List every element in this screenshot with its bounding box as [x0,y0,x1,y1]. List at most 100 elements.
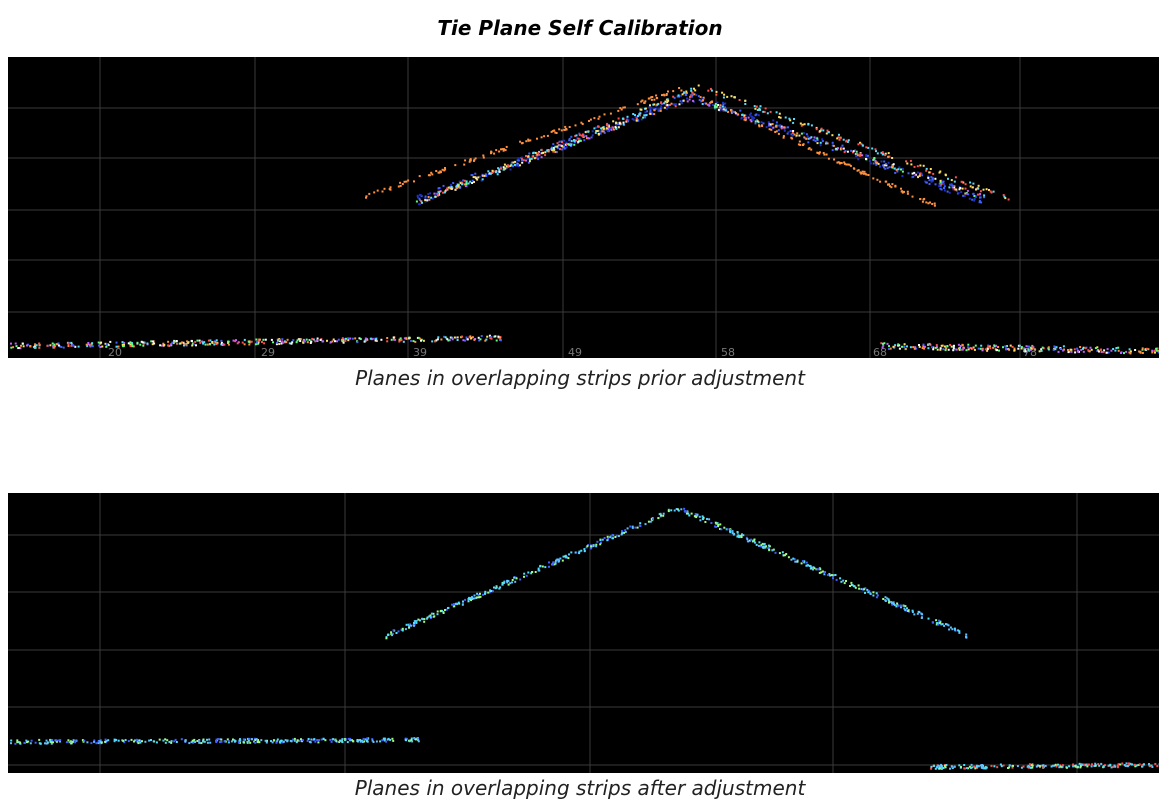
point [1136,764,1138,766]
point [1091,349,1093,351]
point [1014,349,1016,351]
point [737,113,739,115]
point [387,634,389,636]
point [425,196,427,198]
point [249,742,251,744]
point [977,187,979,189]
point [498,588,500,590]
point [612,127,614,129]
point [521,158,523,160]
point [137,342,139,344]
point [1134,764,1136,766]
point [903,605,905,607]
point [389,188,391,190]
point [486,336,488,338]
point [906,345,908,347]
point [683,508,685,510]
point [556,132,558,134]
point [379,740,381,742]
point [818,153,820,155]
point [493,587,495,589]
point [624,106,626,108]
point [792,122,794,124]
point [636,120,638,122]
point [667,104,669,106]
point [855,155,857,157]
point [514,161,516,163]
point [879,181,881,183]
point [706,518,708,520]
point [956,349,958,351]
point [489,589,491,591]
point [929,183,931,185]
point [472,336,474,338]
point [959,188,961,190]
point [953,347,955,349]
point [807,135,809,137]
point [276,342,278,344]
point [465,185,467,187]
point [525,155,527,157]
point [498,171,500,173]
point [840,581,842,583]
point [316,739,318,741]
point [90,344,92,346]
point [760,544,762,546]
point [958,192,960,194]
caption: Planes in overlapping strips after adjus… [355,776,807,800]
point [444,191,446,193]
point [417,619,419,621]
point [887,343,889,345]
point [577,138,579,140]
point [548,561,550,563]
point [965,637,967,639]
point [1000,764,1002,766]
point [646,110,648,112]
point [278,343,280,345]
point [146,343,148,345]
point [663,102,665,104]
point [618,535,620,537]
point [1021,346,1023,348]
point [623,532,625,534]
point [746,538,748,540]
point [473,339,475,341]
point [915,174,917,176]
point [720,528,722,530]
point [971,764,973,766]
point [951,628,953,630]
point [796,135,798,137]
point [765,107,767,109]
point [453,603,455,605]
point [961,181,963,183]
point [593,117,595,119]
point [368,193,370,195]
point [623,122,625,124]
point [932,621,934,623]
point [704,521,706,523]
point [387,739,389,741]
point [299,338,301,340]
point [209,742,211,744]
point [1103,766,1105,768]
point [561,149,563,151]
point [967,346,969,348]
point [606,124,608,126]
point [736,536,738,538]
point [123,342,125,344]
point [828,158,830,160]
point [839,577,841,579]
point [679,103,681,105]
point [438,172,440,174]
point [440,339,442,341]
point [455,603,457,605]
point [74,741,76,743]
point [1017,348,1019,350]
point [537,158,539,160]
point [666,93,668,95]
point [763,122,765,124]
point [396,632,398,634]
point [482,178,484,180]
point [227,341,229,343]
point [640,109,642,111]
